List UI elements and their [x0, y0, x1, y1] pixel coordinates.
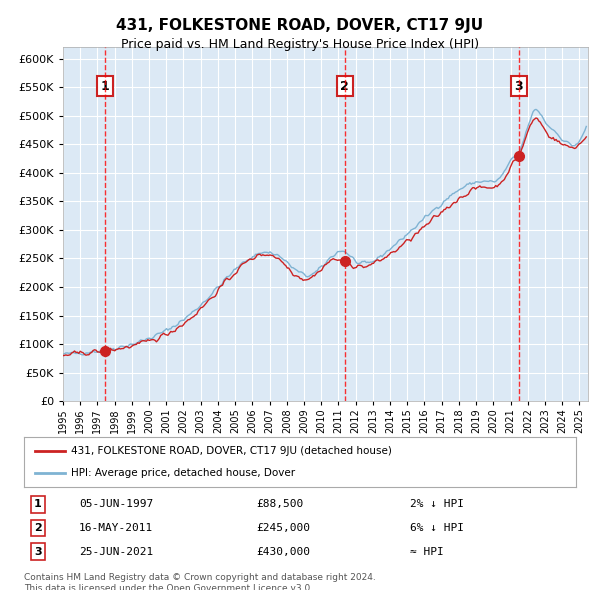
Text: 1: 1: [34, 500, 41, 509]
Text: 16-MAY-2011: 16-MAY-2011: [79, 523, 154, 533]
Text: 1: 1: [101, 80, 109, 93]
Text: 3: 3: [514, 80, 523, 93]
Text: 2% ↓ HPI: 2% ↓ HPI: [410, 500, 464, 509]
Text: 05-JUN-1997: 05-JUN-1997: [79, 500, 154, 509]
Text: 2: 2: [340, 80, 349, 93]
Text: £430,000: £430,000: [256, 547, 310, 556]
Text: Price paid vs. HM Land Registry's House Price Index (HPI): Price paid vs. HM Land Registry's House …: [121, 38, 479, 51]
Text: 25-JUN-2021: 25-JUN-2021: [79, 547, 154, 556]
Text: £88,500: £88,500: [256, 500, 303, 509]
Text: 2: 2: [34, 523, 41, 533]
Text: 431, FOLKESTONE ROAD, DOVER, CT17 9JU (detached house): 431, FOLKESTONE ROAD, DOVER, CT17 9JU (d…: [71, 445, 392, 455]
Text: 431, FOLKESTONE ROAD, DOVER, CT17 9JU: 431, FOLKESTONE ROAD, DOVER, CT17 9JU: [116, 18, 484, 32]
Text: 6% ↓ HPI: 6% ↓ HPI: [410, 523, 464, 533]
Text: ≈ HPI: ≈ HPI: [410, 547, 444, 556]
Text: £245,000: £245,000: [256, 523, 310, 533]
Text: HPI: Average price, detached house, Dover: HPI: Average price, detached house, Dove…: [71, 468, 295, 478]
Text: 3: 3: [34, 547, 41, 556]
Text: Contains HM Land Registry data © Crown copyright and database right 2024.
This d: Contains HM Land Registry data © Crown c…: [24, 573, 376, 590]
